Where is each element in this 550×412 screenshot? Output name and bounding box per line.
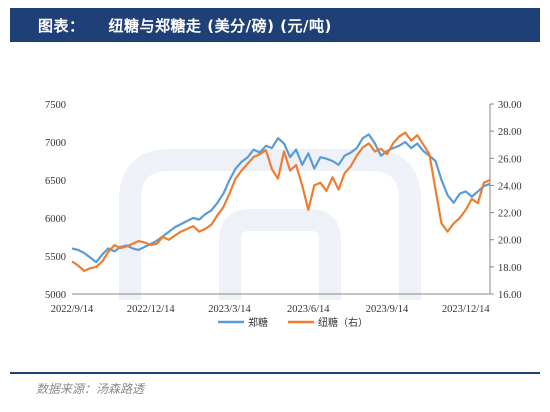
x-tick-label: 2023/12/14 [442,304,491,315]
series-line-niu [71,131,491,272]
chart-area: 7500 7000 6500 6000 5500 5000 30.00 28.00 26.00 2… [10,50,540,340]
legend-label: 纽糖（右） [318,316,368,329]
figure-label: 图表： [38,16,85,35]
right-tick-label: 18.00 [498,263,522,274]
right-tick-label: 28.00 [498,127,522,138]
right-tick-label: 20.00 [498,236,522,247]
series-line-zheng [71,133,491,264]
x-tick-label: 2022/9/14 [51,304,94,315]
left-tick-label: 6500 [45,176,66,187]
left-tick-label: 6000 [45,214,66,225]
chart-title: 纽糖与郑糖走 (美分/磅) (元/吨) [108,16,332,35]
footer-divider [10,372,540,374]
left-tick-label: 5000 [45,290,66,301]
series-lines [71,131,491,272]
x-tick-label: 2023/9/14 [366,304,409,315]
right-tick-label: 24.00 [498,181,522,192]
right-tick-label: 26.00 [498,154,522,165]
title-bar: 图表： 纽糖与郑糖走 (美分/磅) (元/吨) [10,8,540,42]
axes: 7500 7000 6500 6000 5500 5000 30.00 28.00 26.00 2… [45,100,522,315]
right-tick-label: 22.00 [498,209,522,220]
legend-label: 郑糖 [248,316,268,329]
x-tick-label: 2022/12/14 [127,304,176,315]
right-tick-label: 16.00 [498,290,522,301]
line-chart: 7500 7000 6500 6000 5500 5000 30.00 28.00 26.00 2… [45,100,522,329]
left-tick-label: 5500 [45,252,66,263]
left-tick-label: 7000 [45,138,66,149]
x-tick-label: 2023/6/14 [287,304,330,315]
legend: 郑糖 纽糖（右） [218,316,368,329]
right-tick-label: 30.00 [498,100,522,111]
x-tick-label: 2023/3/14 [208,304,251,315]
left-tick-label: 7500 [45,100,66,111]
source-note: 数据来源：汤森路透 [36,382,145,396]
